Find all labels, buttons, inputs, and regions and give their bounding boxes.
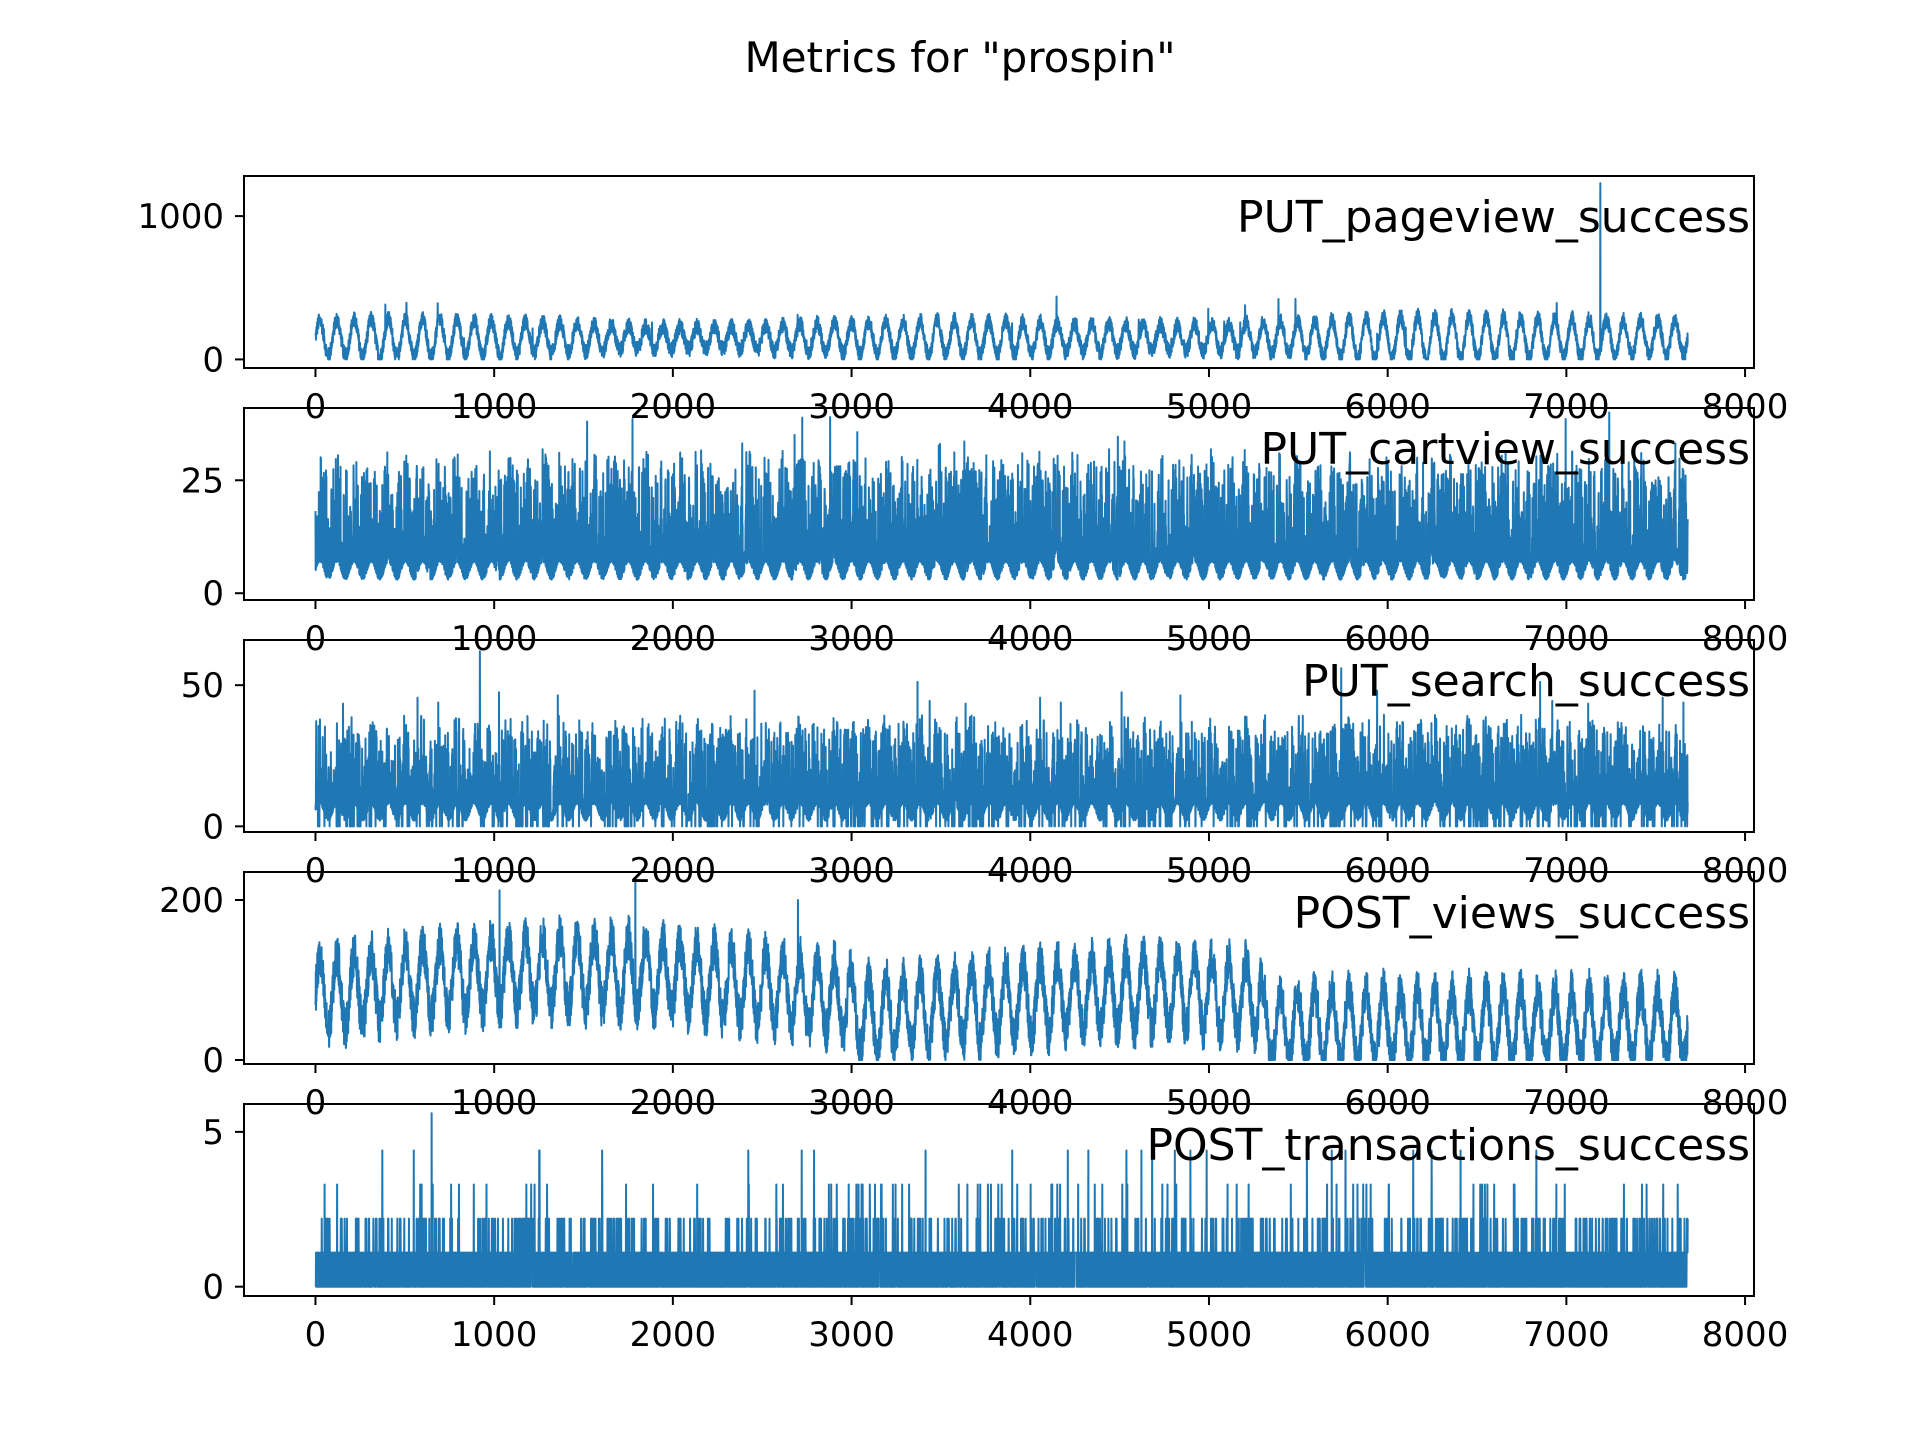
x-tick-label: 5000 (1166, 619, 1253, 659)
x-tick-label: 5000 (1166, 1083, 1253, 1123)
x-tick-label: 2000 (630, 1315, 717, 1355)
axes-frame (243, 175, 1755, 369)
panel-label: PUT_pageview_success (1237, 192, 1750, 243)
x-tick-label: 1000 (451, 851, 538, 891)
x-tick-label: 0 (305, 619, 327, 659)
y-tick-label: 0 (202, 574, 224, 614)
x-tick-label: 6000 (1344, 851, 1431, 891)
x-tick-label: 8000 (1702, 851, 1789, 891)
x-tick-label: 6000 (1344, 387, 1431, 427)
x-tick-label: 7000 (1523, 1315, 1610, 1355)
y-tick-label: 0 (202, 807, 224, 847)
x-tick-label: 7000 (1523, 619, 1610, 659)
x-tick-label: 6000 (1344, 619, 1431, 659)
x-tick-label: 1000 (451, 1083, 538, 1123)
x-tick-labels-4: 0 1000 2000 3000 4000 5000 6000 7000 8000 (305, 1083, 1789, 1123)
x-tick-label: 1000 (451, 619, 538, 659)
panel-label: POST_views_success (1294, 888, 1750, 939)
panel-label: POST_transactions_success (1146, 1120, 1750, 1171)
subplot-3: 0 50 PUT_search_success (181, 639, 1755, 847)
x-tick-label: 3000 (808, 1315, 895, 1355)
series-line-PUT_pageview_success (314, 182, 1689, 361)
x-tick-label: 2000 (630, 1083, 717, 1123)
axes-frame (243, 871, 1755, 1065)
x-tick-label: 5000 (1166, 387, 1253, 427)
series-line-POST_transactions_success (314, 1112, 1689, 1288)
x-tick-label: 2000 (630, 387, 717, 427)
subplot-1: 0 1000 PUT_pageview_success (137, 175, 1755, 380)
x-tick-label: 8000 (1702, 387, 1789, 427)
x-tick-label: 5000 (1166, 851, 1253, 891)
x-tick-label: 7000 (1523, 1083, 1610, 1123)
x-tick-label: 3000 (808, 1083, 895, 1123)
y-tick-label: 0 (202, 340, 224, 380)
x-tick-label: 4000 (987, 1083, 1074, 1123)
y-tick-label: 25 (181, 461, 224, 501)
x-tick-label: 1000 (451, 387, 538, 427)
x-tick-labels-1: 0 1000 2000 3000 4000 5000 6000 7000 8000 (305, 387, 1789, 427)
y-tick-label: 200 (159, 881, 224, 921)
series-line-PUT_search_success (314, 650, 1689, 828)
x-tick-label: 3000 (808, 619, 895, 659)
x-tick-label: 6000 (1344, 1315, 1431, 1355)
y-tick-label: 0 (202, 1268, 224, 1308)
y-tick-label: 0 (202, 1041, 224, 1081)
x-tick-label: 4000 (987, 1315, 1074, 1355)
x-tick-label: 0 (305, 1315, 327, 1355)
axes-frame (243, 407, 1755, 601)
x-tick-label: 0 (305, 851, 327, 891)
x-tick-label: 8000 (1702, 1083, 1789, 1123)
x-tick-label: 0 (305, 1083, 327, 1123)
series-line-POST_views_success (314, 879, 1689, 1061)
x-tick-label: 1000 (451, 1315, 538, 1355)
x-tick-label: 2000 (630, 619, 717, 659)
x-tick-label: 4000 (987, 619, 1074, 659)
panel-label: PUT_search_success (1302, 656, 1750, 707)
x-tick-label: 8000 (1702, 619, 1789, 659)
x-tick-label: 4000 (987, 387, 1074, 427)
subplot-2: 0 25 PUT_cartview_success (181, 407, 1755, 614)
x-tick-label: 7000 (1523, 851, 1610, 891)
x-tick-label: 6000 (1344, 1083, 1431, 1123)
x-tick-label: 3000 (808, 851, 895, 891)
subplot-5: 0 5 POST_transactions_success (202, 1103, 1755, 1308)
subplot-grid: 0 1000 PUT_pageview_success 0 25 PUT_cartview… (137, 175, 1789, 1355)
y-tick-label: 50 (181, 666, 224, 706)
y-tick-label: 1000 (137, 197, 224, 237)
y-tick-label: 5 (202, 1113, 224, 1153)
series-line-PUT_cartview_success (314, 411, 1689, 581)
x-tick-label: 2000 (630, 851, 717, 891)
x-tick-label: 5000 (1166, 1315, 1253, 1355)
x-tick-label: 7000 (1523, 387, 1610, 427)
subplot-4: 0 200 POST_views_success (159, 871, 1755, 1081)
panel-label: PUT_cartview_success (1260, 424, 1750, 475)
axes-frame (243, 1103, 1755, 1297)
x-tick-label: 0 (305, 387, 327, 427)
x-tick-labels-2: 0 1000 2000 3000 4000 5000 6000 7000 8000 (305, 619, 1789, 659)
chart-title: Metrics for "prospin" (744, 33, 1175, 82)
x-tick-label: 3000 (808, 387, 895, 427)
x-tick-label: 4000 (987, 851, 1074, 891)
x-tick-labels-3: 0 1000 2000 3000 4000 5000 6000 7000 8000 (305, 851, 1789, 891)
x-tick-label: 8000 (1702, 1315, 1789, 1355)
axes-frame (243, 639, 1755, 833)
x-tick-labels-5: 0 1000 2000 3000 4000 5000 6000 7000 8000 (305, 1315, 1789, 1355)
